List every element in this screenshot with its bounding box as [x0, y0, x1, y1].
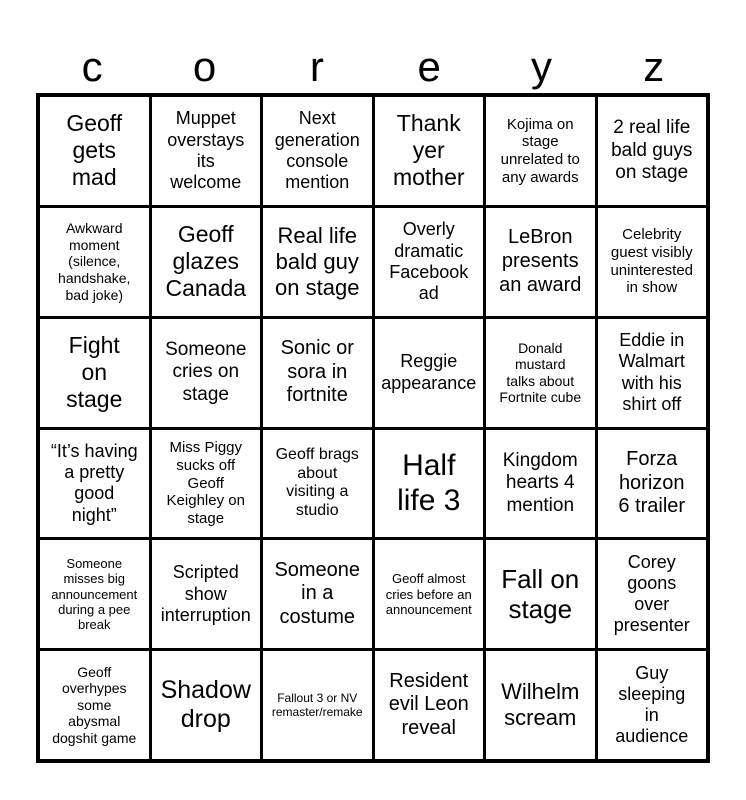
- bingo-cell-r4c5[interactable]: Kingdom hearts 4 mention: [486, 429, 595, 538]
- bingo-cell-r1c3[interactable]: Next generation console mention: [263, 97, 372, 205]
- bingo-cell-r1c6[interactable]: 2 real life bald guys on stage: [597, 97, 706, 205]
- bingo-cell-r6c1[interactable]: Geoff overhypes some abysmal dogshit gam…: [40, 651, 149, 759]
- bingo-cell-r3c5[interactable]: Donald mustard talks about Fortnite cube: [486, 318, 595, 427]
- bingo-cell-r6c4[interactable]: Resident evil Leon reveal: [374, 651, 483, 759]
- bingo-cell-r4c2[interactable]: Miss Piggy sucks off Geoff Keighley on s…: [151, 429, 260, 538]
- bingo-cell-r4c3[interactable]: Geoff brags about visiting a studio: [263, 429, 372, 538]
- bingo-cell-r3c3[interactable]: Sonic or sora in fortnite: [263, 318, 372, 427]
- bingo-cell-r2c6[interactable]: Celebrity guest visibly uninterested in …: [597, 207, 706, 316]
- bingo-cell-r4c6[interactable]: Forza horizon 6 trailer: [597, 429, 706, 538]
- title-letter-6: z: [643, 43, 665, 90]
- bingo-cell-r2c3[interactable]: Real life bald guy on stage: [263, 207, 372, 316]
- bingo-cell-r6c2[interactable]: Shadow drop: [151, 651, 260, 759]
- title-letter-2: o: [192, 43, 217, 90]
- bingo-cell-r5c5[interactable]: Fall on stage: [486, 540, 595, 649]
- bingo-cell-r3c1[interactable]: Fight on stage: [40, 318, 149, 427]
- bingo-cell-r1c2[interactable]: Muppet overstays its welcome: [151, 97, 260, 205]
- bingo-cell-r2c1[interactable]: Awkward moment (silence, handshake, bad …: [40, 207, 149, 316]
- bingo-cell-r5c4[interactable]: Geoff almost cries before an announcemen…: [374, 540, 483, 649]
- bingo-cell-r5c1[interactable]: Someone misses big announcement during a…: [40, 540, 149, 649]
- bingo-cell-r5c6[interactable]: Corey goons over presenter: [597, 540, 706, 649]
- bingo-cell-r1c5[interactable]: Kojima on stage unrelated to any awards: [486, 97, 595, 205]
- bingo-cell-r3c6[interactable]: Eddie in Walmart with his shirt off: [597, 318, 706, 427]
- title-letter-3: r: [309, 43, 324, 90]
- bingo-cell-r3c4[interactable]: Reggie appearance: [374, 318, 483, 427]
- bingo-grid: Geoff gets mad Muppet overstays its welco…: [36, 93, 710, 763]
- title-letter-5: y: [530, 43, 552, 90]
- bingo-cell-r4c4[interactable]: Half life 3: [374, 429, 483, 538]
- bingo-cell-r6c3[interactable]: Fallout 3 or NV remaster/remake: [263, 651, 372, 759]
- bingo-cell-r5c2[interactable]: Scripted show interruption: [151, 540, 260, 649]
- title-letter-4: e: [417, 43, 441, 90]
- bingo-cell-r3c2[interactable]: Someone cries on stage: [151, 318, 260, 427]
- bingo-cell-r5c3[interactable]: Someone in a costume: [263, 540, 372, 649]
- bingo-cell-r6c5[interactable]: Wilhelm scream: [486, 651, 595, 759]
- bingo-cell-r1c1[interactable]: Geoff gets mad: [40, 97, 149, 205]
- bingo-cell-r2c4[interactable]: Overly dramatic Facebook ad: [374, 207, 483, 316]
- bingo-cell-r1c4[interactable]: Thank yer mother: [374, 97, 483, 205]
- title-letter-1: c: [81, 43, 103, 90]
- bingo-cell-r6c6[interactable]: Guy sleeping in audience: [597, 651, 706, 759]
- bingo-cell-r2c5[interactable]: LeBron presents an award: [486, 207, 595, 316]
- bingo-cell-r4c1[interactable]: “It’s having a pretty good night”: [40, 429, 149, 538]
- bingo-cell-r2c2[interactable]: Geoff glazes Canada: [151, 207, 260, 316]
